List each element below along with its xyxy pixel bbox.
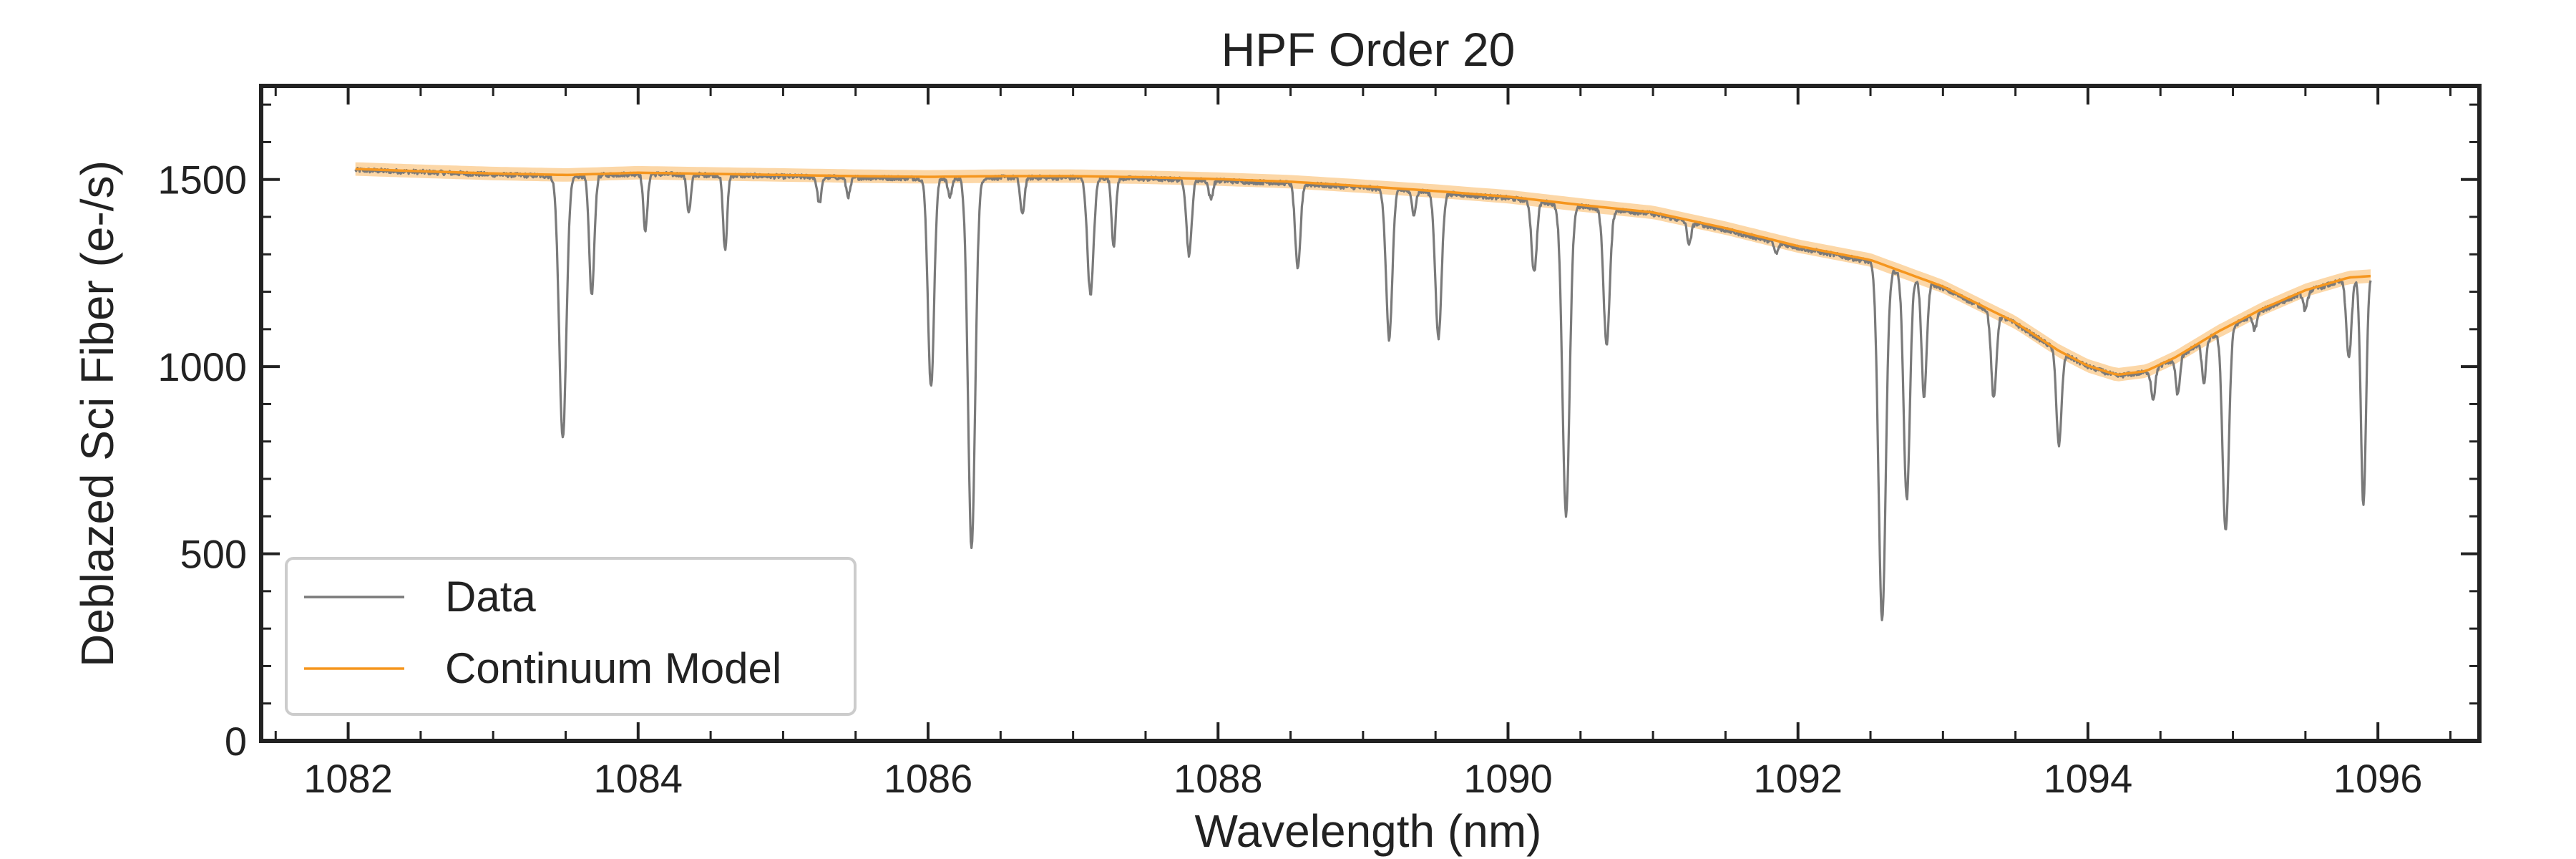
x-tick-label: 1088 (1174, 756, 1263, 801)
legend: Data Continuum Model (285, 557, 857, 716)
x-tick-label: 1082 (303, 756, 393, 801)
y-axis-label: Deblazed Sci Fiber (e-/s) (72, 160, 123, 667)
plot-frame (259, 84, 2482, 743)
y-tick-label: 1500 (157, 157, 247, 203)
x-tick-label: 1084 (594, 756, 683, 801)
continuum-model-line (355, 168, 2371, 377)
x-axis-label: Wavelength (nm) (1195, 805, 1542, 857)
y-tick-label: 500 (180, 532, 247, 577)
x-tick-label: 1086 (884, 756, 973, 801)
y-tick-label: 0 (225, 719, 247, 764)
x-tick-label: 1090 (1463, 756, 1553, 801)
x-tick-label: 1092 (1753, 756, 1843, 801)
plot-area (354, 162, 2372, 621)
legend-frame (285, 557, 857, 716)
data-series-line (354, 167, 2372, 621)
x-tick-label: 1094 (2044, 756, 2133, 801)
chart-title: HPF Order 20 (1221, 23, 1516, 76)
axis-tick-labels: 1082 1084 1086 1088 1090 1092 1094 1096 0 500 1000… (157, 157, 2422, 801)
legend-data-label: Data (445, 573, 536, 621)
x-tick-label: 1096 (2333, 756, 2423, 801)
legend-model-label: Continuum Model (445, 644, 781, 692)
continuum-model-band (355, 162, 2371, 382)
y-tick-label: 1000 (157, 344, 247, 389)
